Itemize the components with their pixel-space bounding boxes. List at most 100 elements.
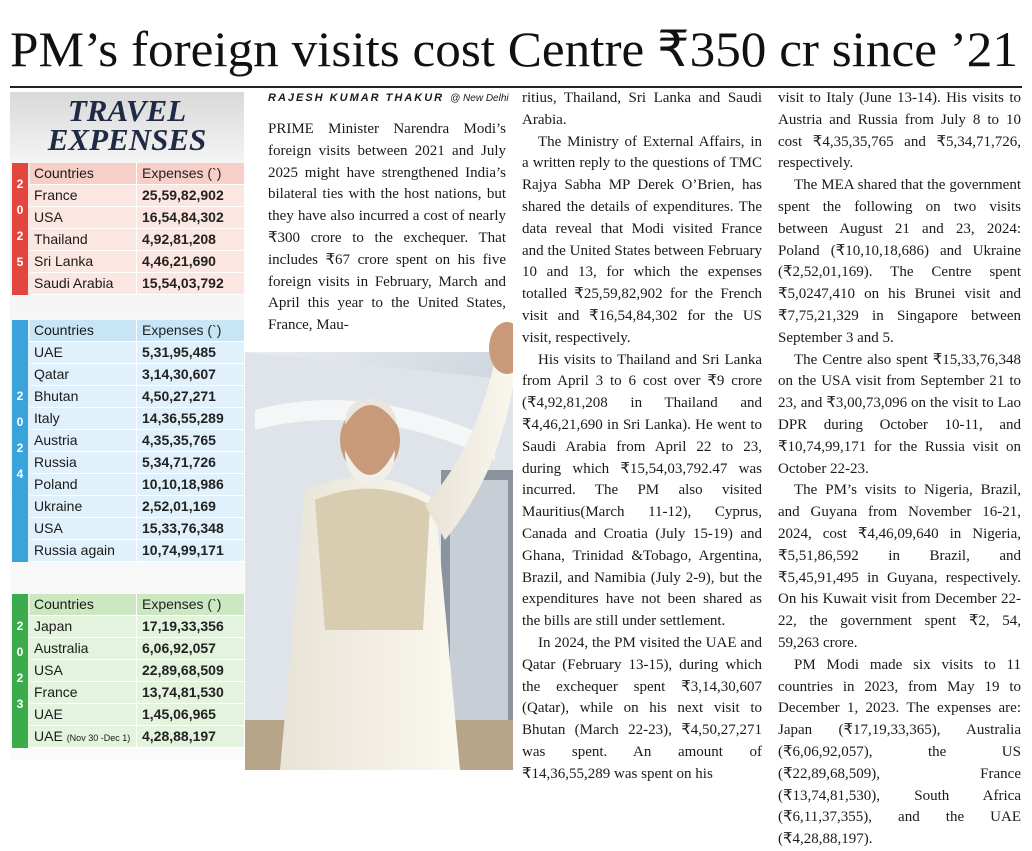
author: RAJESH KUMAR THAKUR <box>268 92 445 104</box>
country: Qatar <box>34 366 70 382</box>
table-row: UAE (Nov 30 -Dec 1) 4,28,88,197 <box>30 726 244 748</box>
separator <box>136 660 137 681</box>
expense: 4,35,35,765 <box>142 432 216 448</box>
expense: 6,06,92,057 <box>142 640 216 656</box>
country: Bhutan <box>34 388 79 404</box>
expense: 4,46,21,690 <box>142 253 216 269</box>
country-note: (Nov 30 -Dec 1) <box>66 733 131 743</box>
country: Russia <box>34 454 77 470</box>
photo <box>245 322 513 770</box>
separator <box>136 452 137 473</box>
paragraph: The Centre also spent ₹15,33,76,348 on t… <box>778 351 1021 477</box>
year-strip: 2023 <box>12 594 28 748</box>
table-row: France 25,59,82,902 <box>30 185 244 207</box>
column-header: Countries <box>34 322 94 338</box>
separator <box>136 474 137 495</box>
table-row: Qatar 3,14,30,607 <box>30 364 244 386</box>
table-row: USA 22,89,68,509 <box>30 660 244 682</box>
table-row: Poland 10,10,18,986 <box>30 474 244 496</box>
expense: 5,34,71,726 <box>142 454 216 470</box>
table-row: Sri Lanka 4,46,21,690 <box>30 251 244 273</box>
column-header: Expenses (`) <box>142 322 222 338</box>
rule <box>10 86 1022 88</box>
paragraph: The PM’s visits to Nigeria, Brazil, and … <box>778 482 1021 651</box>
separator <box>136 682 137 703</box>
table-row: Italy 14,36,55,289 <box>30 408 244 430</box>
country: France <box>34 187 78 203</box>
separator <box>136 726 137 747</box>
table-row: France 13,74,81,530 <box>30 682 244 704</box>
table-row: USA 15,33,76,348 <box>30 518 244 540</box>
expense: 25,59,82,902 <box>142 187 224 203</box>
year-label: 2025 <box>13 177 27 281</box>
byline: RAJESH KUMAR THAKUR @ New Delhi <box>268 92 509 104</box>
country: Austria <box>34 432 78 448</box>
table-row: Austria 4,35,35,765 <box>30 430 244 452</box>
column-header: Countries <box>34 596 94 612</box>
separator <box>136 704 137 725</box>
separator <box>136 430 137 451</box>
country: USA <box>34 520 63 536</box>
country: Thailand <box>34 231 88 247</box>
expense: 15,54,03,792 <box>142 275 224 291</box>
separator <box>136 594 137 615</box>
separator <box>136 386 137 407</box>
table-row: Australia 6,06,92,057 <box>30 638 244 660</box>
sidebar-title: TRAVEL <box>67 93 187 128</box>
country: Saudi Arabia <box>34 275 114 291</box>
table-row: Countries Expenses (`) <box>30 320 244 342</box>
year-strip: 2025 <box>12 163 28 295</box>
headline-box: PM’s foreign visits cost Centre ₹350 cr … <box>10 21 1018 77</box>
year-label: 2024 <box>13 389 27 493</box>
separator <box>136 273 137 294</box>
expense-table: 2025 Countries Expenses (`) France 25,59,82,… <box>12 163 244 295</box>
table-row: Ukraine 2,52,01,169 <box>30 496 244 518</box>
separator <box>136 616 137 637</box>
country: Russia again <box>34 542 115 558</box>
separator <box>136 207 137 228</box>
country: Sri Lanka <box>34 253 94 269</box>
country: Italy <box>34 410 60 426</box>
separator <box>136 342 137 363</box>
table-row: Russia 5,34,71,726 <box>30 452 244 474</box>
year-label: 2023 <box>13 619 27 723</box>
country: USA <box>34 209 63 225</box>
expense: 22,89,68,509 <box>142 662 224 678</box>
country: Ukraine <box>34 498 83 514</box>
table-row: UAE 5,31,95,485 <box>30 342 244 364</box>
sidebar-title: EXPENSES <box>47 122 207 157</box>
expense: 3,14,30,607 <box>142 366 216 382</box>
text-column: PRIME Minister Narendra Modi’s foreign v… <box>268 119 506 337</box>
separator <box>136 163 137 184</box>
country: UAE (Nov 30 -Dec 1) <box>34 728 131 744</box>
country: UAE <box>34 706 63 722</box>
text-column: ritius, Thailand, Sri Lanka and Saudi Ar… <box>522 88 762 786</box>
expense: 10,10,18,986 <box>142 476 224 492</box>
separator <box>136 518 137 539</box>
page: { "headline": "PM’s foreign visits cost … <box>10 21 1022 848</box>
paragraph: ritius, Thailand, Sri Lanka and Saudi Ar… <box>522 90 762 128</box>
sidebar: TRAVEL EXPENSES 2025 Countries Expenses (`… <box>10 92 244 760</box>
paragraph: PM Modi made six visits to 11 countries … <box>778 656 1021 848</box>
table-row: Countries Expenses (`) <box>30 594 244 616</box>
table-row: UAE 1,45,06,965 <box>30 704 244 726</box>
table-row: Bhutan 4,50,27,271 <box>30 386 244 408</box>
separator <box>136 251 137 272</box>
expense: 14,36,55,289 <box>142 410 224 426</box>
country: Poland <box>34 476 78 492</box>
expense: 15,33,76,348 <box>142 520 224 536</box>
table-row: Saudi Arabia 15,54,03,792 <box>30 273 244 295</box>
separator <box>136 638 137 659</box>
expense: 13,74,81,530 <box>142 684 224 700</box>
separator <box>136 185 137 206</box>
separator <box>136 496 137 517</box>
paragraph: The MEA shared that the government spent… <box>778 177 1021 346</box>
country: USA <box>34 662 63 678</box>
expense-table: 2023 Countries Expenses (`) Japan 17,19,33,3… <box>12 594 244 748</box>
column-header: Expenses (`) <box>142 165 222 181</box>
text-column: visit to Italy (June 13-14). His visits … <box>778 88 1021 851</box>
country: France <box>34 684 78 700</box>
column-header: Countries <box>34 165 94 181</box>
location: @ New Delhi <box>450 93 509 104</box>
paragraph: visit to Italy (June 13-14). His visits … <box>778 90 1021 172</box>
